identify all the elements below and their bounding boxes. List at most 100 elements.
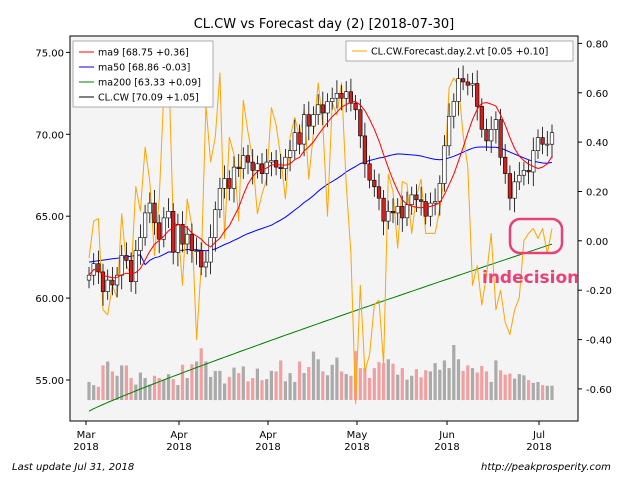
- candle-body: [372, 179, 377, 188]
- volume-bar: [101, 365, 105, 400]
- y-left-tick-label: 60.00: [35, 294, 64, 305]
- volume-bar: [218, 370, 222, 401]
- candle-body: [115, 274, 120, 286]
- footer-last-update: Last update Jul 31, 2018: [12, 462, 135, 473]
- candle-body: [503, 156, 508, 174]
- candle-body: [526, 170, 531, 173]
- ma200-line: [88, 243, 553, 412]
- volume-bar: [92, 385, 96, 400]
- volume-bar: [522, 375, 526, 401]
- candle-body: [175, 224, 181, 253]
- candle-body: [358, 109, 363, 137]
- candle-body: [465, 81, 470, 86]
- y-right-tick-label: -0.40: [586, 336, 612, 347]
- legend-right-box: [345, 40, 574, 62]
- candle-body: [330, 98, 335, 102]
- volume-bar: [293, 381, 297, 401]
- candle-body: [404, 204, 410, 219]
- volume-bar: [372, 368, 376, 400]
- volume-bar: [466, 365, 470, 400]
- candle-body: [381, 197, 386, 222]
- candle-body: [498, 119, 503, 158]
- candle-body: [475, 83, 480, 107]
- volume-bar: [325, 375, 330, 401]
- candle-body: [512, 181, 517, 199]
- candle-body: [278, 166, 283, 170]
- volume-bar: [255, 368, 259, 400]
- volume-bar: [87, 381, 91, 401]
- candle-body: [320, 104, 325, 114]
- candle-body: [152, 202, 157, 224]
- candle-body: [110, 279, 115, 286]
- volume-bar: [475, 372, 479, 400]
- volume-bar: [279, 360, 283, 400]
- volume-bars: [87, 345, 554, 401]
- y-left-tick-label: 65.00: [35, 212, 64, 223]
- candle-body: [311, 114, 316, 127]
- volume-bar: [508, 373, 512, 400]
- volume-bar: [339, 371, 344, 400]
- candle-body: [409, 194, 414, 205]
- candle-body: [255, 163, 260, 171]
- candle-body: [185, 233, 190, 245]
- candle-body: [493, 119, 499, 130]
- ma50-line: [88, 146, 553, 266]
- x-tick-year: 2018: [344, 442, 369, 453]
- volume-bar: [335, 357, 339, 400]
- volume-bar: [180, 364, 185, 400]
- volume-bar: [96, 386, 100, 400]
- x-tick-year: 2018: [434, 442, 459, 453]
- x-tick-month: Apr: [259, 430, 277, 441]
- volume-bar: [302, 373, 306, 400]
- volume-bar: [241, 366, 245, 400]
- candle-body: [96, 263, 101, 273]
- candle-body: [423, 201, 428, 217]
- candle-body: [241, 155, 246, 170]
- candle-body: [316, 104, 321, 115]
- candle-body: [395, 206, 400, 214]
- candle-body: [334, 93, 340, 99]
- volume-bar: [517, 374, 521, 400]
- x-tick-month: May: [347, 430, 368, 441]
- volume-bar: [199, 348, 203, 400]
- volume-bar: [162, 379, 166, 400]
- candle-body: [100, 271, 106, 292]
- volume-bar: [134, 384, 138, 400]
- candle-body: [236, 166, 241, 170]
- candle-body: [400, 206, 405, 219]
- footer-source-url: http://peakprosperity.com: [481, 462, 611, 473]
- candle-body: [86, 274, 92, 281]
- volume-bar: [195, 361, 199, 400]
- volume-bar: [349, 375, 353, 400]
- volume-bar: [545, 385, 549, 400]
- volume-bar: [428, 371, 432, 400]
- volume-bar: [288, 373, 292, 400]
- volume-bar: [419, 377, 423, 400]
- candle-body: [203, 261, 209, 268]
- volume-bar: [204, 361, 208, 400]
- y-right-tick-label: 0.80: [586, 39, 608, 50]
- volume-bar: [382, 363, 386, 400]
- volume-bar: [129, 378, 133, 400]
- volume-bar: [274, 371, 278, 400]
- volume-bar: [480, 365, 484, 400]
- candle-body: [269, 160, 274, 163]
- legend-label-ma50: ma50 [68.86 -0.03]: [98, 63, 190, 74]
- volume-bar: [283, 381, 287, 400]
- y-right-tick-label: 0.20: [586, 188, 608, 199]
- volume-bar: [396, 374, 400, 400]
- candle-body: [446, 116, 452, 147]
- legend-right: CL.CW.Forecast.day.2.vt [0.05 +0.10]: [345, 40, 574, 62]
- y-left-tick-label: 75.00: [35, 48, 64, 59]
- candle-body: [245, 155, 251, 163]
- volume-bar: [550, 385, 554, 400]
- candle-body: [442, 145, 447, 184]
- volume-bar: [531, 382, 535, 400]
- volume-bar: [213, 370, 217, 401]
- volume-bar: [251, 378, 255, 400]
- candle-body: [348, 91, 354, 104]
- volume-bar: [321, 371, 325, 400]
- y-left-tick-label: 70.00: [35, 130, 64, 141]
- volume-bar: [316, 359, 320, 400]
- volume-bar: [461, 370, 465, 401]
